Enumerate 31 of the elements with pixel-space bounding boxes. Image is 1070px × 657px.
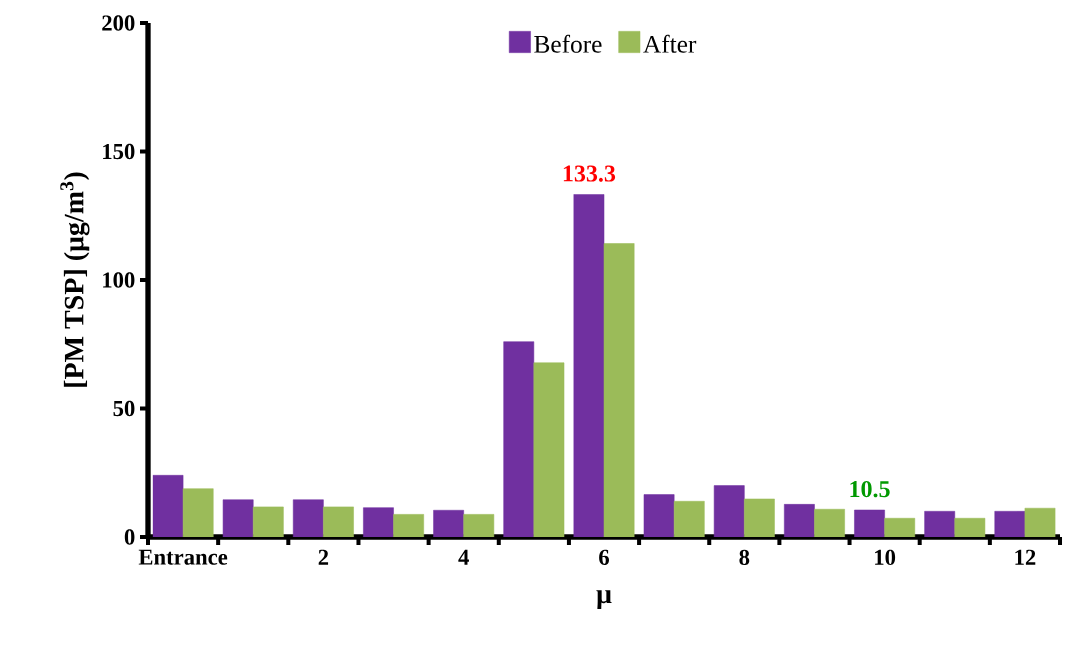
y-axis-title: [PM TSP] (μg/m$^{3}$) [60,172,90,387]
bar [533,362,565,537]
bar [673,501,705,537]
x-tick-label: 6 [599,549,610,565]
x-tick-label: 10 [875,549,896,566]
x-tick-label: 4 [458,549,469,565]
bar [744,498,775,537]
x-tick-label: 2 [318,549,329,565]
y-tick-label: 50 [113,400,135,417]
x-axis-title: μ [596,590,612,609]
legend-label: After [643,34,697,53]
data-label: 10.5 [850,481,890,498]
x-tick-label: Entrance [138,549,228,565]
bar [884,517,916,537]
bar [814,508,845,537]
bar [323,506,354,537]
legend-label: Before [534,34,602,53]
bar [954,517,986,537]
bar [1024,507,1056,537]
data-label: 133.3 [563,165,616,182]
y-tick-label: 150 [103,143,135,160]
x-tick-label: 8 [739,549,750,566]
bar [252,506,284,537]
bar [603,243,635,537]
bar [182,488,214,537]
y-tick-label: 100 [103,272,135,288]
y-tick-label: 200 [102,15,135,31]
x-tick-label: 12 [1015,549,1036,565]
bar [463,514,495,537]
y-tick-label: 0 [124,529,135,545]
bar [393,514,424,537]
